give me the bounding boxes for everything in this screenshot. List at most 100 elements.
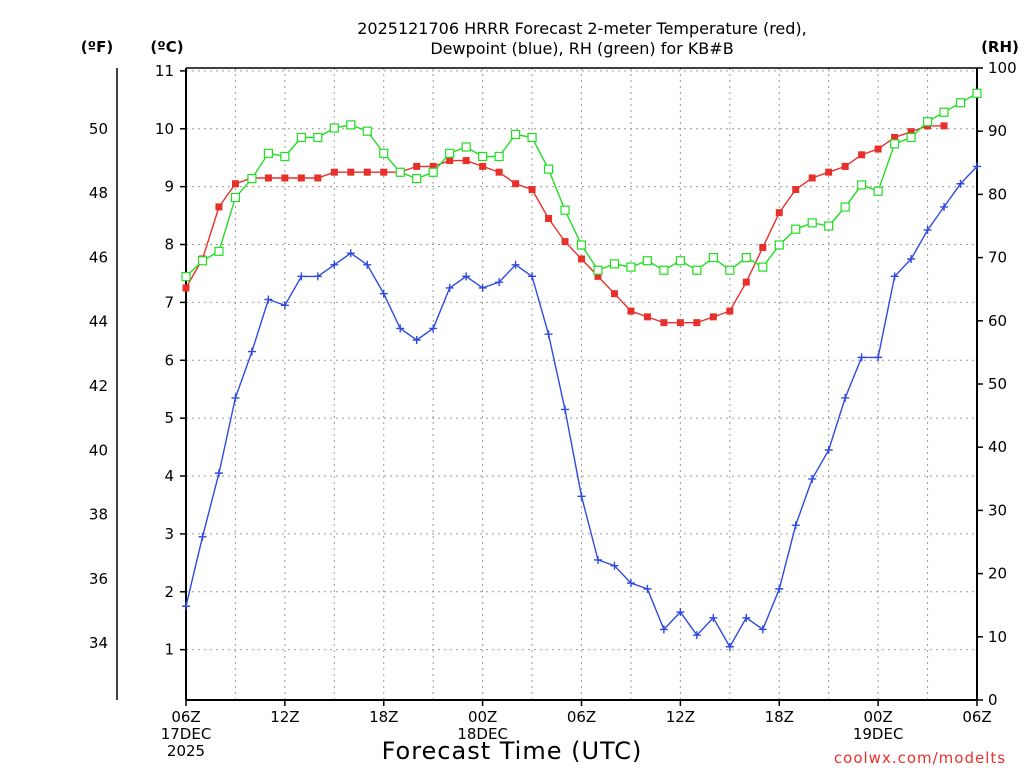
temperature-point [495,168,503,176]
temperature-point [792,186,800,194]
rh-tick-label: 40 [988,438,1007,456]
celsius-tick-label: 11 [155,62,174,80]
rh-point [510,129,521,139]
celsius-tick-label: 7 [164,293,174,311]
rh-point [263,148,273,158]
dewpoint-point [577,492,586,501]
temperature-point [742,278,750,286]
celsius-tick-label: 4 [164,467,174,485]
rh-point [412,174,422,184]
dewpoint-point [528,272,537,281]
temperature-point [264,174,272,182]
celsius-tick-label: 10 [155,120,174,138]
temperature-point [891,133,899,141]
rh-point [906,132,916,143]
rh-tick-label: 80 [988,185,1007,203]
x-tick-label: 18Z [765,708,794,726]
dewpoint-point [330,260,339,269]
temperature-point [709,313,717,321]
dewpoint-point [396,324,405,333]
rh-point [972,88,982,98]
dewpoint-point [692,631,701,640]
temperature-point [660,319,668,327]
temperature-point [775,209,783,217]
temperature-point [446,157,454,165]
rh-point [741,253,751,263]
rh-point [543,164,554,174]
rh-point [725,265,735,275]
celsius-tick-label: 3 [164,525,174,543]
rh-tick-label: 100 [988,59,1017,77]
dewpoint-point [561,405,570,414]
dewpoint-line [185,165,978,649]
dewpoint-point [659,625,668,634]
rh-point [692,265,702,275]
rh-point [890,139,900,149]
rh-point [329,123,339,133]
dewpoint-point [626,579,635,588]
rh-tick-label: 90 [988,122,1007,140]
rh-point [428,167,438,177]
temperature-point [545,214,553,222]
x-tick-label: 19DEC [853,725,904,743]
temperature-point [594,272,602,280]
temperature-point [413,162,421,170]
axes [116,67,983,706]
rh-point [395,167,405,177]
dewpoint-point [247,347,256,356]
rh-point [922,117,933,127]
celsius-tick-label: 2 [164,583,174,601]
rh-point [445,148,455,158]
fahrenheit-tick-label: 42 [89,377,108,395]
dewpoint-point [264,295,273,304]
dewpoint-point [742,613,751,622]
temperature-point [479,162,487,170]
fahrenheit-tick-label: 40 [89,441,108,459]
x-tick-label: 12Z [270,708,299,726]
temperature-point [841,162,849,170]
x-tick-label: 18Z [369,708,398,726]
temperature-point [676,319,684,327]
rh-point [230,192,241,203]
rh-point [791,224,801,234]
celsius-tick-label: 5 [164,409,174,427]
grid-lines [186,68,977,700]
temperature-point [874,145,882,153]
rh-point [478,151,488,162]
rh-tick-label: 20 [988,565,1007,583]
celsius-axis-label: (ºC) [150,38,183,56]
rh-point [197,256,208,266]
dewpoint-point [676,608,685,617]
dewpoint-point [544,330,553,339]
x-tick-label: 00Z [863,708,892,726]
rh-tick-label: 30 [988,501,1007,519]
rh-tick-label: 50 [988,375,1007,393]
series-dewpoint [182,162,981,651]
temperature-point [907,128,915,136]
rh-point [642,256,653,266]
rh-point [708,253,718,263]
temperature-point [940,122,948,130]
temperature-point [627,307,635,315]
temperature-point [429,162,437,170]
rh-tick-label: 60 [988,312,1007,330]
rh-point [824,221,834,231]
temperature-point [528,186,536,194]
dewpoint-point [841,393,850,402]
rh-point [955,98,966,108]
x-tick-label: 06Z [567,708,596,726]
rh-tick-label: 10 [988,628,1007,646]
rh-point [873,186,883,196]
rh-axis-label: (RH) [981,38,1019,56]
rh-point [659,265,669,275]
dewpoint-point [495,278,504,287]
dewpoint-point [412,336,421,345]
dewpoint-point [182,602,190,611]
dewpoint-point [907,254,916,263]
dewpoint-point [198,532,207,541]
temperature-point [610,290,618,298]
temperature-point [759,243,767,251]
rh-point [494,151,504,162]
dewpoint-point [973,162,981,171]
